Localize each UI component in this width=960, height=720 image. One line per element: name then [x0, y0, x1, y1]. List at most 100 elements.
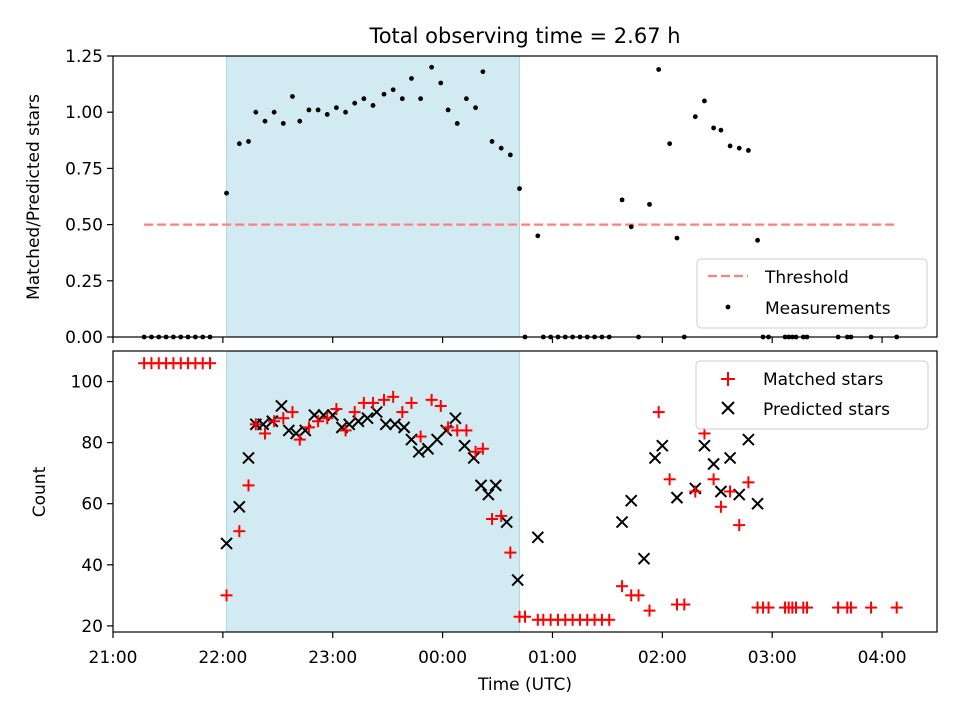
measurement-point	[619, 197, 625, 203]
matched-star-point	[742, 476, 755, 489]
predicted-star-point	[474, 479, 488, 492]
predicted-star-point	[511, 573, 524, 587]
matched-star-point	[865, 601, 878, 614]
y-tick-label: 80	[81, 434, 103, 454]
measurement-point	[517, 186, 522, 192]
matched-star-point	[762, 601, 775, 614]
top-panel: Total observing time = 2.67 h 0.00 0.25 0.…	[24, 24, 938, 348]
predicted-star-point	[656, 439, 669, 452]
matched-star-point	[242, 479, 255, 492]
y-tick-label: 0.00	[65, 328, 103, 348]
legend-matched-swatch	[721, 372, 735, 386]
x-tick-label: 23:00	[308, 648, 357, 668]
predicted-star-point	[282, 424, 295, 437]
matched-star-point	[469, 445, 482, 458]
matched-star-point	[339, 424, 352, 437]
measurement-point	[647, 201, 652, 207]
measurement-point	[399, 96, 405, 102]
matched-star-point	[425, 393, 438, 406]
measurement-point	[736, 145, 742, 151]
predicted-star-point	[751, 497, 764, 510]
y-tick-label: 0.25	[65, 272, 103, 292]
measurement-point	[280, 121, 286, 126]
matched-star-point	[460, 424, 473, 437]
matched-star-point	[249, 418, 262, 431]
predicted-star-point	[624, 494, 638, 507]
y-tick-label: 1.25	[65, 47, 103, 67]
measurement-point	[262, 118, 268, 124]
legend-measurements-label: Measurements	[765, 299, 891, 319]
measurement-point	[271, 109, 277, 115]
top-y-axis-label: Matched/Predicted stars	[24, 94, 44, 300]
legend-predicted-label: Predicted stars	[763, 400, 890, 420]
legend-matched-label: Matched stars	[763, 370, 883, 390]
matched-star-point	[396, 406, 409, 419]
predicted-star-point	[242, 451, 255, 465]
measurement-point	[343, 109, 348, 115]
matched-star-point	[519, 610, 531, 623]
measurement-point	[315, 107, 321, 113]
measurement-point	[409, 76, 414, 81]
top-observing-window	[226, 55, 521, 338]
predicted-star-point	[637, 552, 651, 565]
matched-star-point	[678, 598, 691, 611]
top-legend-box	[696, 258, 928, 329]
measurement-point	[535, 233, 541, 239]
top-axes-frame	[112, 55, 938, 338]
measurement-point	[361, 96, 367, 102]
predicted-star-point	[615, 515, 629, 529]
matched-star-point	[689, 485, 702, 498]
top-chart-title: Total observing time = 2.67 h	[368, 24, 680, 48]
measurement-point	[324, 112, 330, 117]
matched-star-point	[312, 415, 325, 428]
measurement-point	[429, 64, 435, 70]
bottom-legend-box	[695, 360, 929, 430]
predicted-star-point	[220, 537, 233, 550]
matched-star-point	[714, 500, 727, 513]
measurement-point	[498, 145, 504, 151]
top-x-axis-ticks	[112, 337, 883, 343]
measurement-point	[352, 100, 358, 106]
observing-window-band	[226, 350, 521, 633]
bottom-y-axis-label: Count	[30, 466, 50, 517]
x-tick-label: 00:00	[418, 648, 467, 668]
matched-star-point	[268, 415, 281, 428]
matched-star-point	[286, 406, 299, 419]
bottom-legend: Matched stars Predicted stars	[695, 360, 929, 430]
matched-star-point	[733, 519, 746, 532]
matched-star-point	[387, 390, 400, 403]
matched-star-point	[652, 406, 665, 419]
predicted-star-point	[648, 451, 662, 465]
y-tick-label: 0.75	[65, 159, 103, 179]
matched-star-point	[321, 412, 334, 425]
measurement-point	[297, 118, 303, 124]
predicted-star-point	[361, 411, 374, 425]
y-tick-label: 20	[81, 617, 103, 637]
predicted-star-point	[500, 515, 513, 529]
matched-star-point	[258, 427, 271, 440]
matched-star-point	[476, 442, 489, 455]
measurement-point	[667, 141, 673, 147]
top-legend: Threshold Measurements	[696, 258, 928, 329]
bottom-observing-window	[226, 350, 521, 633]
bottom-x-axis-label: Time (UTC)	[477, 675, 572, 695]
matched-star-point	[204, 357, 217, 370]
x-tick-label: 04:00	[858, 648, 907, 668]
legend-predicted-swatch	[721, 401, 735, 415]
bottom-panel: 20 40 60 80 100 21:00 22:00 23:00 00:00 01:00 02:…	[30, 350, 938, 695]
predicted-star-point	[707, 457, 720, 471]
measurement-point	[473, 105, 478, 111]
legend-measurements-swatch	[725, 304, 731, 310]
measurement-point	[290, 94, 295, 99]
predicted-star-point	[412, 445, 426, 459]
measurement-point	[370, 103, 376, 108]
matched-star-point	[414, 430, 427, 443]
matched-star-point	[302, 421, 315, 434]
predicted-star-point	[467, 451, 480, 465]
predicted-star-point	[397, 421, 411, 434]
measurement-point	[745, 148, 751, 153]
measurement-point	[445, 107, 451, 113]
measurement-point	[656, 67, 662, 72]
matched-star-point	[442, 421, 455, 434]
